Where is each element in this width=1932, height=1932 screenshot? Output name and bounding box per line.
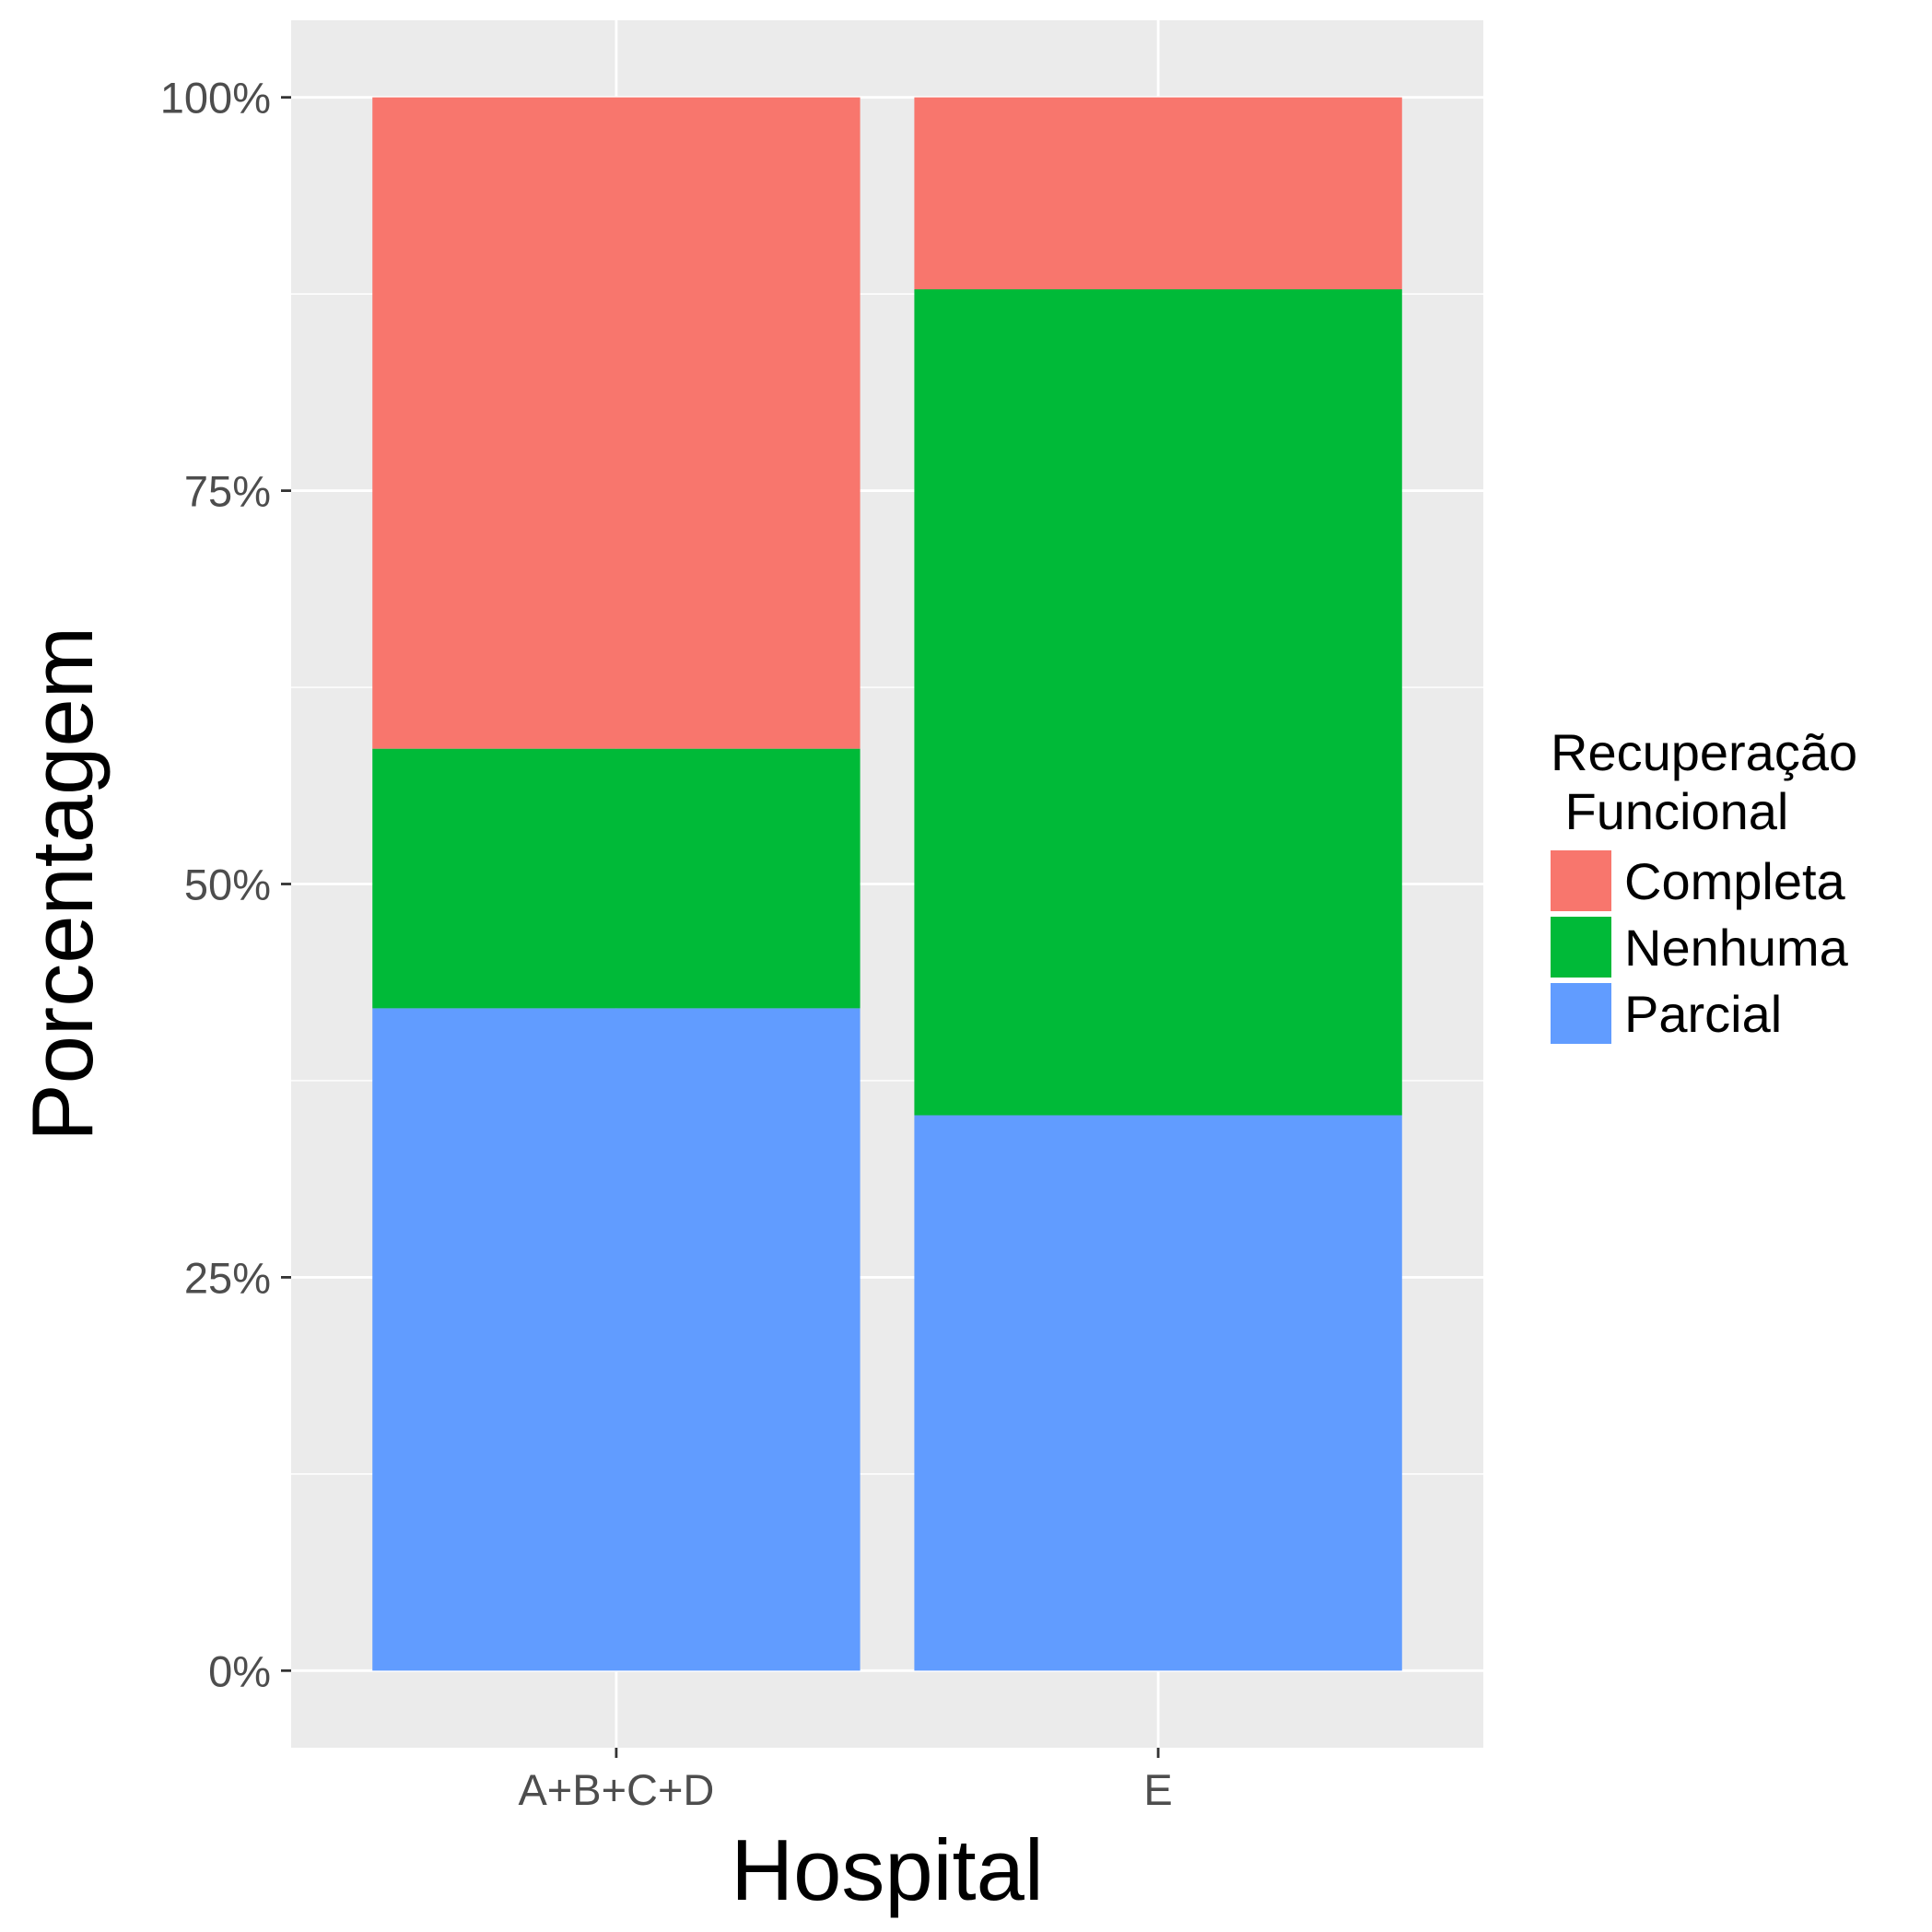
x-tick-label: E bbox=[1143, 1765, 1172, 1814]
bars bbox=[372, 97, 1402, 1671]
legend-key-parcial bbox=[1551, 983, 1611, 1044]
bar-nenhuma-2 bbox=[914, 289, 1402, 1116]
legend-key-nenhuma bbox=[1551, 917, 1611, 978]
bar-parcial-1 bbox=[372, 1008, 861, 1671]
bar-nenhuma-1 bbox=[372, 748, 861, 1009]
bar-completa-2 bbox=[914, 97, 1402, 290]
legend-title-line-2: Funcional bbox=[1551, 782, 1788, 840]
bar-completa-1 bbox=[372, 97, 861, 749]
x-tick-label: A+B+C+D bbox=[518, 1765, 714, 1814]
axes: 0% 25% 50% 75% 100% A+B+C+D E bbox=[160, 74, 1173, 1814]
legend-label-parcial: Parcial bbox=[1624, 985, 1782, 1043]
y-tick-label: 100% bbox=[160, 74, 271, 123]
legend-key-completa bbox=[1551, 850, 1611, 911]
legend-label-completa: Completa bbox=[1624, 852, 1846, 910]
y-tick-label: 0% bbox=[208, 1646, 271, 1695]
bar-parcial-2 bbox=[914, 1115, 1402, 1671]
legend-title-line-1: Recuperação bbox=[1551, 723, 1857, 781]
legend: Completa Nenhuma Parcial bbox=[1551, 850, 1849, 1044]
x-axis-title: Hospital bbox=[731, 1821, 1044, 1918]
legend-label-nenhuma: Nenhuma bbox=[1624, 919, 1849, 977]
y-axis-title: Porcentagem bbox=[14, 626, 111, 1142]
y-tick-label: 75% bbox=[184, 467, 271, 516]
y-tick-label: 50% bbox=[184, 861, 271, 909]
y-tick-label: 25% bbox=[184, 1253, 271, 1302]
